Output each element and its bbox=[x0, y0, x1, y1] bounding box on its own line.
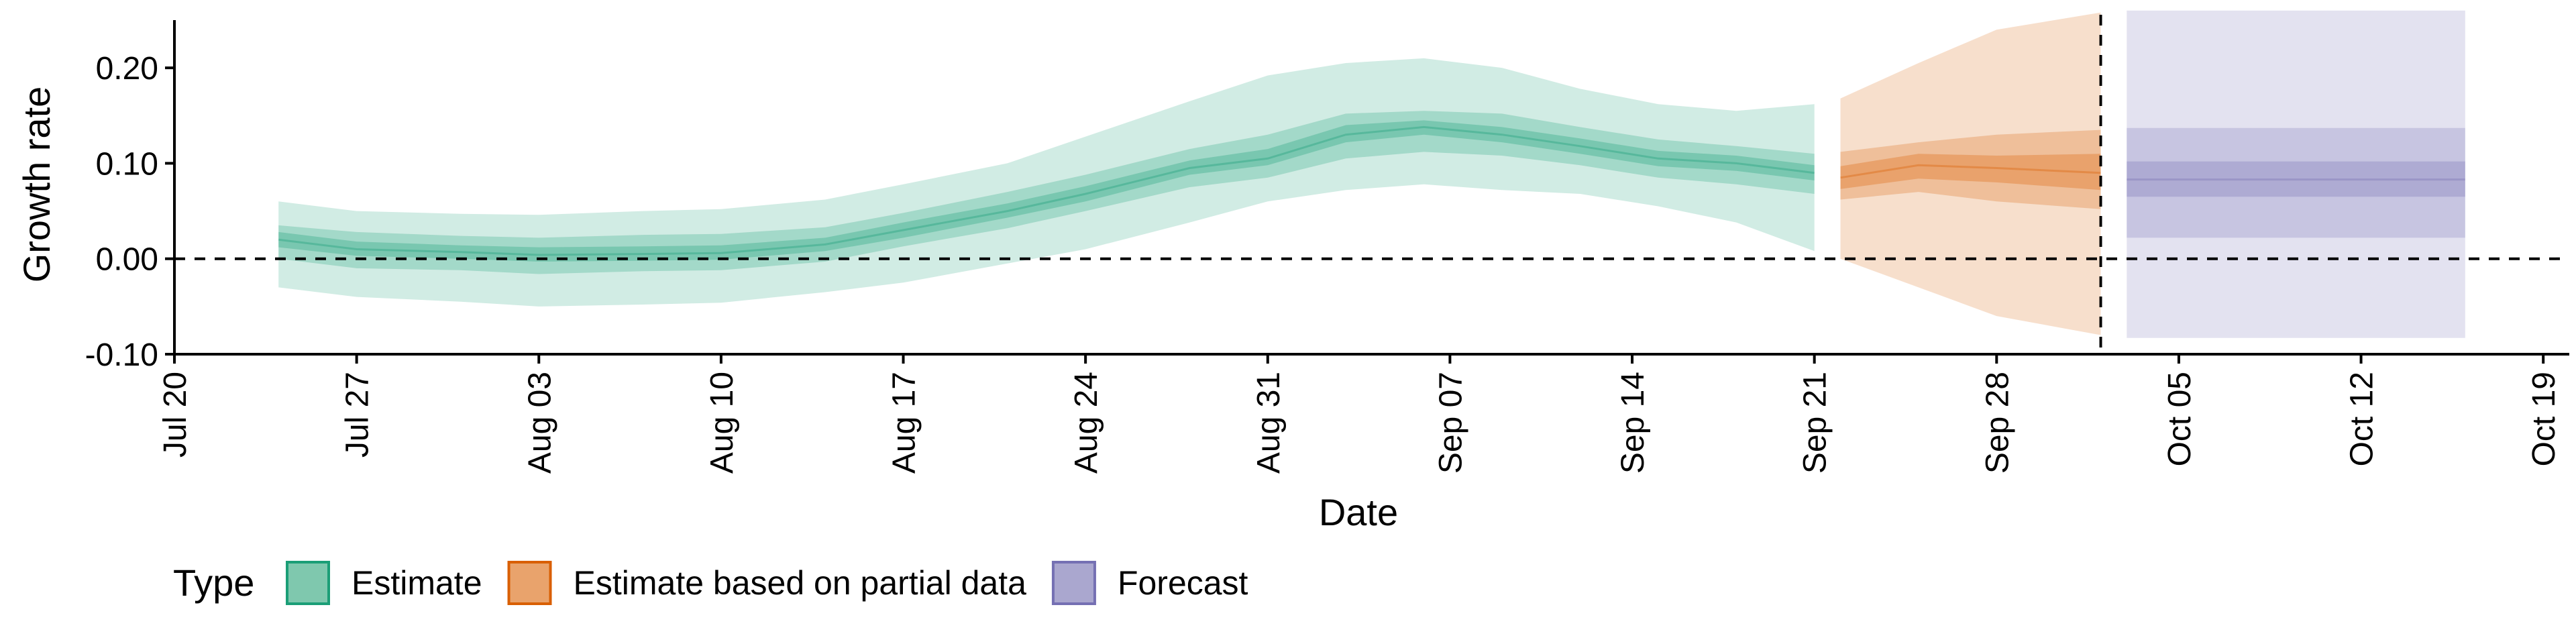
x-tick-label: Sep 07 bbox=[1433, 372, 1468, 474]
legend-title: Type bbox=[173, 561, 254, 604]
y-tick-label: 0.20 bbox=[96, 51, 158, 87]
estimate-based-on-partial-data-median-line bbox=[1840, 164, 2101, 179]
x-tick-label: Aug 03 bbox=[522, 372, 557, 474]
legend-item-estimate: Estimate bbox=[286, 561, 482, 605]
x-axis-title: Date bbox=[1319, 491, 1398, 533]
legend-label: Estimate bbox=[352, 564, 482, 602]
legend: Type Estimate Estimate based on partial da… bbox=[173, 561, 1248, 605]
estimate-based-on-partial-data-band-90 bbox=[1840, 12, 2101, 335]
x-tick-label: Oct 12 bbox=[2345, 372, 2380, 466]
estimate-based-on-partial-data-band-20 bbox=[1840, 154, 2101, 191]
x-tick-label: Sep 28 bbox=[1980, 372, 2015, 474]
legend-swatch bbox=[286, 561, 330, 605]
forecast-band-20 bbox=[2127, 161, 2465, 197]
estimate-band-50 bbox=[278, 111, 1815, 274]
estimate-based-on-partial-data-band-50 bbox=[1840, 129, 2101, 209]
x-tick-label: Jul 27 bbox=[340, 372, 376, 458]
legend-swatch bbox=[507, 561, 552, 605]
estimate-median-line bbox=[278, 125, 1815, 256]
legend-label: Estimate based on partial data bbox=[574, 564, 1027, 602]
x-tick-label: Aug 10 bbox=[704, 372, 740, 474]
legend-swatch bbox=[1051, 561, 1096, 605]
x-tick-label: Sep 14 bbox=[1615, 372, 1651, 474]
forecast-band-90 bbox=[2127, 10, 2465, 338]
estimate-band-20 bbox=[278, 120, 1815, 262]
y-tick-label: 0.10 bbox=[96, 146, 158, 182]
x-tick-label: Aug 17 bbox=[887, 372, 922, 474]
y-tick-label: 0.00 bbox=[96, 242, 158, 278]
y-axis-title: Growth rate bbox=[15, 87, 58, 283]
x-tick-label: Sep 21 bbox=[1798, 372, 1833, 474]
median-lines bbox=[278, 125, 2465, 256]
reference-lines bbox=[174, 15, 2569, 354]
estimate-band-90 bbox=[278, 58, 1815, 307]
axes: -0.10 0.00 0.10 0.20 Jul 20 Jul 27 Aug 03 Aug 1… bbox=[15, 20, 2569, 533]
x-tick-label: Oct 19 bbox=[2526, 372, 2562, 466]
x-tick-label: Aug 24 bbox=[1069, 372, 1104, 474]
x-tick-label: Oct 05 bbox=[2162, 372, 2198, 466]
x-tick-label: Aug 31 bbox=[1251, 372, 1287, 474]
legend-label: Forecast bbox=[1118, 564, 1248, 602]
legend-item-estimate-based-on-partial-data: Estimate based on partial data bbox=[507, 561, 1027, 605]
uncertainty-bands bbox=[278, 10, 2465, 338]
y-tick-label: -0.10 bbox=[85, 337, 158, 373]
forecast-band-50 bbox=[2127, 127, 2465, 238]
legend-item-forecast: Forecast bbox=[1051, 561, 1248, 605]
x-tick-label: Jul 20 bbox=[158, 372, 193, 458]
